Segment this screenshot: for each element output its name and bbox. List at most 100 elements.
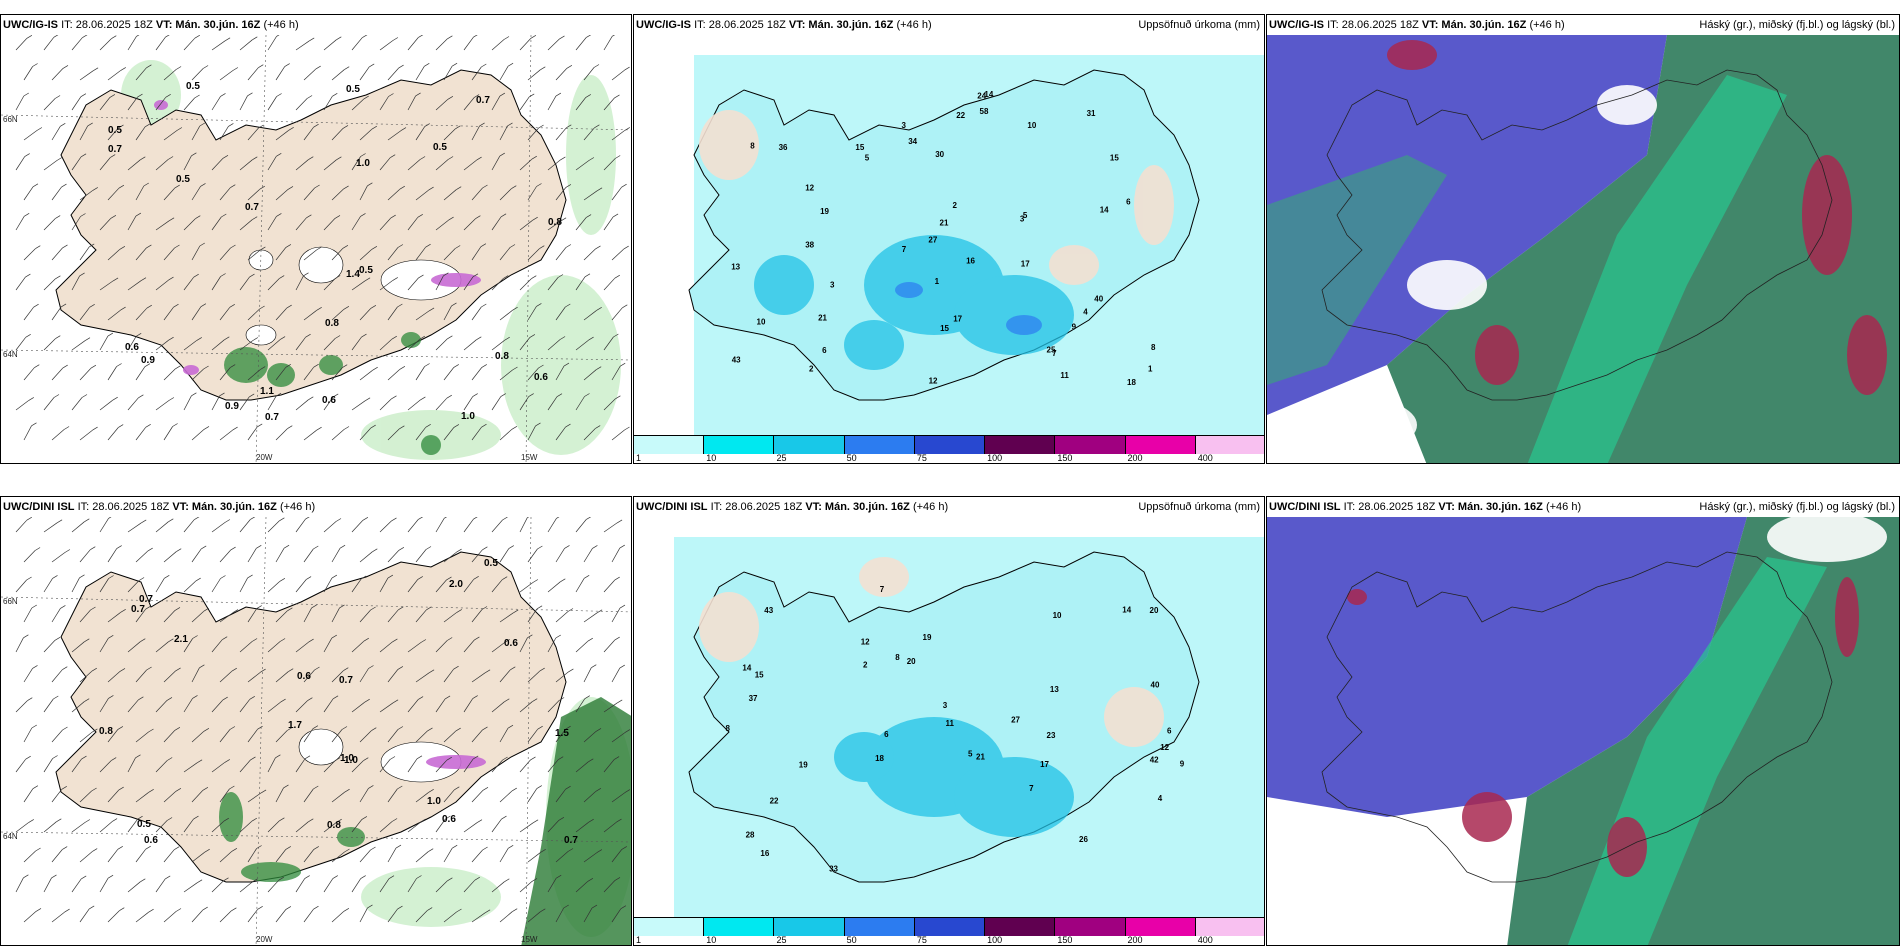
wind-barb-flag	[316, 306, 322, 311]
wind-barb-flag	[285, 363, 291, 368]
wind-barb-flag	[232, 609, 239, 613]
wind-barb-flag	[174, 846, 180, 851]
wind-barb-flag	[305, 576, 312, 580]
wind-barb	[463, 97, 475, 111]
precip-value: 11	[946, 719, 955, 728]
precip-value: 6	[1167, 726, 1172, 735]
precip-value: 16	[966, 256, 975, 265]
wind-barb-flag	[251, 817, 257, 822]
wind-barb	[547, 759, 559, 773]
wind-barb	[295, 217, 307, 231]
colorbar-segment	[704, 436, 775, 454]
wind-barb	[211, 880, 224, 893]
wind-barb-flag	[279, 817, 285, 822]
wind-barb	[519, 396, 529, 411]
wind-barb	[303, 788, 314, 803]
wind-barb-flag	[447, 95, 454, 100]
wind-barb	[295, 98, 308, 111]
wind-barb	[51, 429, 65, 441]
wind-barb-flag	[476, 156, 482, 161]
precip-value: 15	[940, 324, 949, 333]
field-unit: Uppsöfnuð úrkoma (mm)	[1138, 19, 1260, 31]
wind-barb	[275, 909, 287, 923]
wind-barb	[491, 759, 503, 773]
wind-barb	[351, 156, 361, 171]
wind-barb-flag	[504, 639, 510, 643]
colorbar-labels: 1 10 25 50 75 100 150 200 400	[634, 453, 1264, 463]
wind-barb	[15, 156, 25, 171]
precip-value: 30	[935, 150, 944, 159]
wind-barb-flag	[279, 638, 286, 642]
wind-barb	[351, 520, 364, 533]
precip-value: 11	[1060, 371, 1069, 380]
wind-barb	[155, 641, 169, 653]
wind-barb-flag	[472, 393, 478, 397]
wind-barb-flag	[508, 844, 514, 849]
wind-barb-flag	[118, 424, 124, 428]
wind-barb-flag	[54, 95, 61, 99]
wind-barb-flag	[482, 546, 488, 551]
wind-barb-flag	[502, 517, 508, 521]
wind-barb	[295, 518, 306, 533]
wind-barb	[407, 519, 419, 533]
wind-barb	[463, 639, 475, 653]
colorbar-label: 150	[1057, 453, 1073, 463]
wind-barb-flag	[168, 336, 174, 341]
wind-barb	[463, 396, 473, 411]
colorbar-segment	[914, 918, 986, 936]
wind-barb	[155, 36, 166, 51]
wind-barb-flag	[307, 697, 313, 702]
wind-barb-flag	[584, 695, 590, 700]
wind-barb	[43, 98, 56, 111]
wind-barb	[135, 247, 147, 261]
precip-value: 2	[953, 201, 958, 210]
wind-barb	[519, 278, 532, 291]
wind-barb-flag	[23, 634, 29, 639]
wind-barb	[611, 366, 621, 381]
wind-barb-flag	[116, 363, 122, 367]
wind-barb	[575, 698, 586, 713]
wind-barb	[99, 821, 113, 833]
precip-value: 2	[863, 661, 868, 670]
wind-barb	[443, 128, 456, 141]
wind-barb-flag	[451, 62, 458, 67]
lat-label-66: 66N	[3, 597, 18, 606]
wind-barb	[603, 579, 615, 593]
wind-barb-flag	[276, 35, 280, 37]
lead-time: (+46 h)	[279, 501, 316, 513]
wind-barb-flag	[110, 214, 117, 219]
colorbar	[634, 917, 1264, 936]
precip-value: 25	[1047, 346, 1056, 355]
wind-barb	[99, 97, 111, 111]
wind-barb-flag	[232, 67, 239, 71]
colorbar-segment	[914, 436, 986, 454]
wind-barb	[527, 248, 540, 261]
wind-barb	[191, 790, 204, 803]
wind-barb	[71, 521, 85, 533]
wind-barb	[211, 395, 220, 411]
wind-barb-flag	[191, 152, 197, 157]
colorbar-label: 25	[776, 453, 787, 463]
wind-barb-flag	[23, 874, 29, 879]
wind-barb-flag	[220, 93, 226, 97]
wind-barb-flag	[624, 127, 630, 131]
wind-barb-flag	[336, 36, 342, 41]
wind-barb-flag	[419, 156, 426, 160]
precip-value: 14	[984, 90, 993, 99]
wind-barb	[219, 126, 229, 141]
wind-barb-flag	[278, 876, 284, 881]
wind-barb-flag	[287, 425, 293, 430]
field-unit: Háský (gr.), miðský (fj.bl.) og lágský (…	[1699, 19, 1895, 31]
wind-barb-flag	[200, 303, 207, 308]
wind-barb	[555, 548, 565, 563]
wind-barb	[583, 190, 598, 201]
precip-value: 13	[1050, 685, 1059, 694]
wind-barb-flag	[528, 393, 534, 397]
panel-header: UWC/IG-IS IT: 28.06.2025 18Z VT: Mán. 30…	[1267, 15, 1899, 35]
wind-barb	[387, 67, 399, 81]
wind-barb-flag	[364, 698, 370, 703]
wind-barb-flag	[331, 634, 337, 639]
wind-barb	[443, 848, 453, 863]
wind-barb	[247, 67, 259, 81]
wind-barb	[127, 159, 141, 171]
